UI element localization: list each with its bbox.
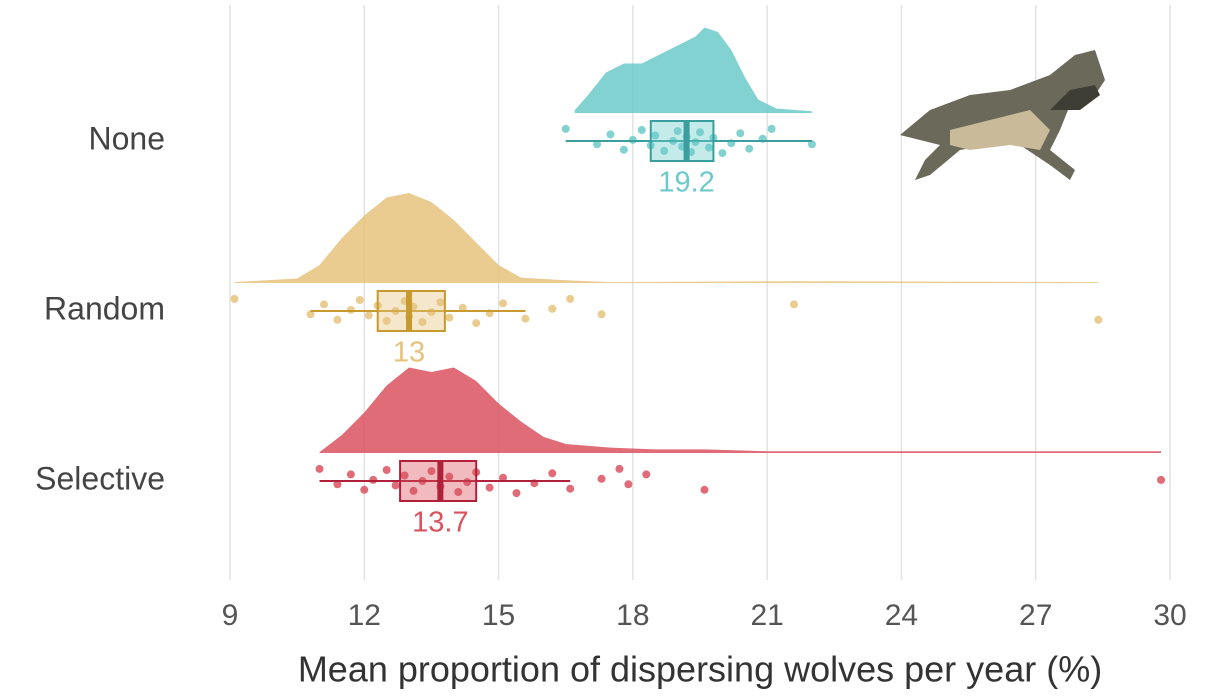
data-point (548, 304, 557, 313)
data-point (624, 480, 633, 489)
data-point (454, 488, 463, 496)
median-label: 19.2 (658, 167, 714, 199)
data-point (333, 480, 342, 489)
data-point (445, 472, 454, 481)
data-point (445, 313, 454, 322)
data-point (485, 483, 494, 492)
data-point (382, 466, 391, 474)
data-point (320, 300, 328, 309)
data-point (315, 464, 324, 473)
data-point (512, 489, 521, 498)
x-tick-label: 21 (750, 599, 783, 632)
x-tick-label: 12 (348, 599, 381, 632)
data-point (333, 315, 342, 324)
data-point (391, 481, 400, 490)
x-tick-label: 18 (616, 599, 649, 632)
data-point (673, 127, 682, 136)
data-point (767, 124, 776, 133)
data-point (346, 305, 355, 314)
data-point (561, 124, 570, 133)
data-point (593, 140, 602, 149)
data-point (1094, 315, 1103, 324)
box (649, 120, 715, 162)
plot: 9 12 15 18 21 24 27 30 None 19.2 Random 13 Selective… (35, 27, 1187, 632)
x-axis-label: Mean proportion of dispersing wolves per… (298, 649, 1102, 690)
data-point (230, 294, 239, 303)
data-point (409, 486, 418, 495)
data-point (548, 469, 557, 478)
data-point (499, 299, 508, 308)
data-point (718, 149, 727, 158)
density (574, 27, 812, 113)
data-point (606, 130, 615, 139)
data-point (642, 470, 651, 479)
x-tick-label: 27 (1019, 599, 1052, 632)
data-point (807, 140, 816, 149)
data-point (566, 294, 575, 303)
data-point (637, 126, 646, 134)
data-point (306, 310, 315, 319)
data-point (790, 300, 798, 309)
data-point (745, 144, 754, 153)
data-point (458, 303, 467, 312)
data-point (360, 485, 369, 494)
data-point (364, 311, 373, 320)
density (234, 193, 1099, 283)
data-point (615, 464, 624, 473)
data-point (346, 470, 355, 479)
data-point (651, 131, 660, 140)
x-tick-label: 24 (885, 599, 918, 632)
data-point (418, 318, 427, 326)
data-point (566, 484, 575, 493)
x-tick-label: 30 (1153, 599, 1186, 632)
median-label: 13.7 (412, 507, 468, 539)
category-label: Selective (35, 460, 165, 496)
data-point (427, 467, 436, 476)
data-point (660, 146, 669, 155)
data-point (619, 145, 628, 154)
category-label: None (89, 120, 166, 156)
data-point (499, 473, 508, 482)
wolf-illustration (900, 50, 1105, 180)
data-point (628, 135, 637, 144)
data-point (355, 296, 364, 304)
data-point (521, 314, 530, 323)
data-point (700, 485, 709, 494)
data-point (382, 316, 391, 325)
data-point (400, 471, 409, 480)
x-tick-label: 15 (482, 599, 515, 632)
data-point (736, 129, 745, 138)
data-point (472, 319, 481, 328)
x-tick-label: 9 (222, 599, 239, 632)
median-label: 13 (393, 337, 425, 369)
data-point (436, 298, 445, 307)
data-point (369, 475, 378, 484)
data-point (696, 128, 704, 137)
data-point (597, 474, 606, 483)
data-point (597, 310, 606, 319)
data-point (1157, 475, 1166, 484)
data-point (704, 143, 713, 152)
density (319, 367, 1162, 453)
category-label: Random (44, 290, 165, 326)
